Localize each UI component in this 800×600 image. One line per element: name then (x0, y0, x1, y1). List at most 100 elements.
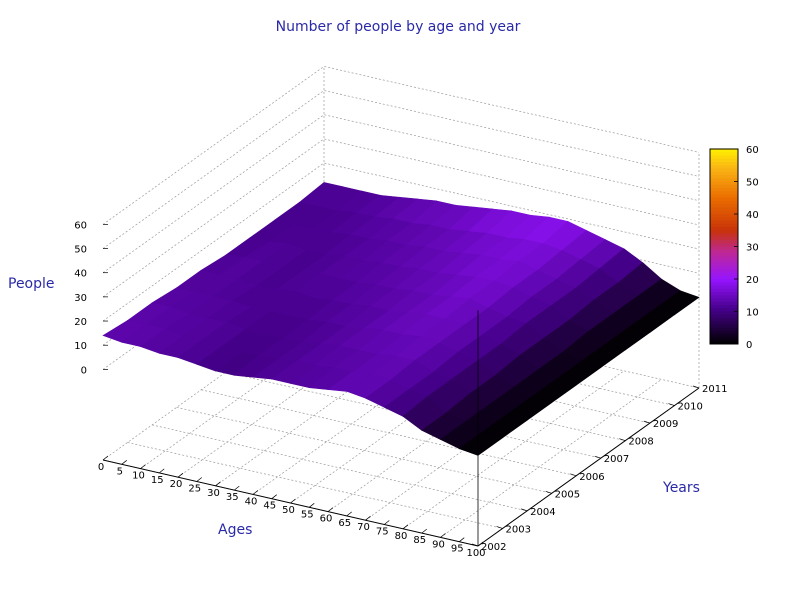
colorbar-band (710, 297, 738, 302)
colorbar-tick-label: 60 (746, 145, 759, 156)
x-tick-label: 85 (413, 535, 426, 546)
colorbar-band (710, 304, 738, 309)
x-tick-mark (234, 485, 240, 491)
colorbar-band (710, 239, 738, 244)
x-tick-mark (159, 468, 165, 474)
x-tick-label: 25 (188, 484, 201, 495)
colorbar-band (710, 174, 738, 179)
colorbar-band (710, 167, 738, 172)
colorbar-band (710, 323, 738, 328)
colorbar-band (710, 317, 738, 322)
z-gridline (102, 66, 700, 225)
x-tick-label: 70 (357, 522, 370, 533)
y-tick-label: 2004 (530, 507, 555, 518)
y-tick-mark (668, 403, 675, 406)
x-tick-label: 30 (207, 488, 220, 499)
y-tick-mark (594, 455, 601, 459)
colorbar-band (710, 278, 738, 283)
x-gridline (102, 301, 325, 461)
colorbar-band (710, 288, 738, 292)
colorbar-band (710, 180, 738, 185)
colorbar-band (710, 294, 738, 299)
axes: 0 5 10 15 20 25 30 35 40 45 50 55 60 65 70 75 80 85 90 95 10… (74, 220, 727, 559)
x-tick-mark (177, 472, 184, 478)
y-gridline (152, 424, 528, 512)
x-tick-mark (196, 477, 202, 482)
y-tick-mark (545, 491, 552, 494)
x-tick-mark (477, 541, 484, 547)
y-tick-label: 2002 (481, 542, 506, 553)
colorbar-band (710, 197, 738, 201)
colorbar-band (710, 275, 738, 279)
x-tick-label: 95 (451, 544, 464, 555)
x-tick-mark (252, 490, 259, 495)
colorbar-tick-label: 30 (746, 243, 759, 254)
colorbar-band (710, 320, 738, 325)
colorbar-band (710, 268, 738, 273)
y-tick-mark (521, 508, 528, 512)
y-tick-label: 2010 (677, 402, 702, 413)
y-gridline (201, 389, 577, 477)
colorbar-band (710, 245, 738, 250)
colorbar-band (710, 226, 738, 231)
x-gridline (327, 353, 550, 512)
colorbar-band (710, 258, 738, 263)
y-tick-label: 2005 (555, 489, 580, 500)
colorbar-band (710, 291, 738, 296)
colorbar-band (710, 213, 738, 218)
colorbar-band (710, 223, 738, 227)
x-tick-label: 75 (376, 527, 389, 538)
x-tick-mark (346, 511, 352, 517)
z-gridline (102, 90, 700, 249)
x-tick-mark (290, 498, 296, 504)
colorbar-band (710, 164, 738, 169)
colorbar-band (710, 327, 738, 331)
colorbar-band (710, 229, 738, 234)
colorbar-band (710, 340, 738, 344)
colorbar-band (710, 262, 738, 266)
colorbar-band (710, 190, 738, 195)
y-tick-mark (619, 438, 626, 441)
colorbar-band (710, 249, 738, 253)
colorbar-tick-label: 10 (746, 308, 759, 319)
colorbar-band (710, 242, 738, 247)
x-axis-label: Ages (218, 522, 252, 538)
x-tick-label: 50 (282, 505, 295, 516)
x-tick-mark (365, 515, 371, 521)
colorbar-band (710, 281, 738, 286)
x-tick-label: 5 (117, 466, 123, 477)
z-tick-label: 40 (74, 269, 87, 280)
z-gridline (102, 162, 700, 322)
colorbar-band (710, 336, 738, 341)
color-scale: 0 10 20 30 40 50 60 (709, 145, 759, 351)
z-tick-label: 60 (74, 220, 87, 231)
colorbar-band (710, 314, 738, 318)
colorbar-band (710, 161, 738, 166)
x-tick-label: 100 (466, 548, 485, 559)
colorbar-band (710, 265, 738, 270)
colorbar-band (710, 177, 738, 182)
x-gridline (402, 370, 625, 530)
x-gridline (252, 336, 475, 495)
colorbar-band (710, 333, 738, 338)
colorbar-band (710, 219, 738, 224)
z-tick-label: 50 (74, 245, 87, 256)
colorbar-band (710, 148, 738, 153)
colorbar-band (710, 171, 738, 175)
x-tick-label: 20 (170, 479, 183, 490)
x-tick-label: 15 (151, 475, 164, 486)
colorbar-band (710, 330, 738, 335)
surface-patch (458, 430, 504, 456)
z-gridline (102, 114, 700, 273)
colorbar-band (710, 151, 738, 156)
y-tick-mark (496, 526, 503, 529)
x-gridline (365, 361, 587, 521)
y-tick-label: 2009 (653, 419, 678, 430)
colorbar-band (710, 271, 738, 276)
z-tick-label: 10 (74, 341, 87, 352)
colorbar-band (710, 210, 738, 214)
x-tick-label: 40 (245, 496, 258, 507)
y-axis-label: Years (662, 480, 700, 496)
colorbar-band (710, 203, 738, 208)
